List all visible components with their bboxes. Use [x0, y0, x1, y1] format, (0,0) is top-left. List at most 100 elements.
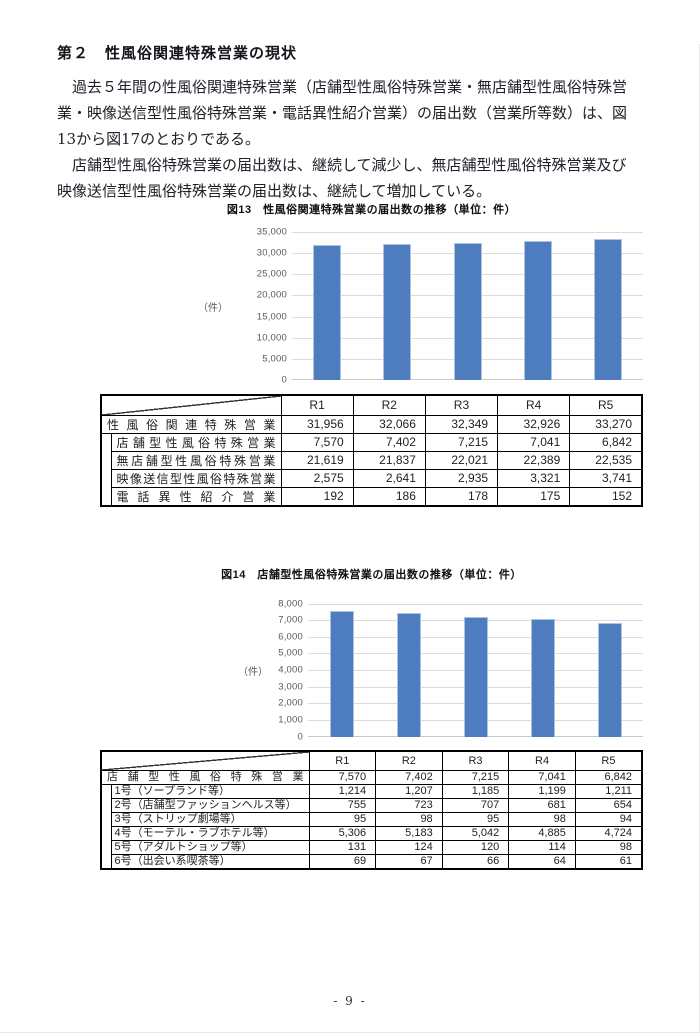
table-column-header: R4: [497, 394, 571, 416]
table-value-cell: 22,535: [569, 450, 643, 470]
label-char: 風: [189, 453, 202, 468]
table-row: 店舗型性風俗特殊営業 7,570 7,402 7,215 7,041 6,842: [100, 432, 643, 506]
body-paragraphs: 過去５年間の性風俗関連特殊営業（店舗型性風俗特殊営業・無店舗型性風俗特殊営業・映…: [57, 74, 643, 204]
justified-label: 店舗型性風俗特殊営業: [115, 434, 278, 450]
y-axis-tick-label: 0: [281, 374, 287, 386]
label-char: 営: [247, 435, 260, 450]
justified-label: 映像送信型性風俗特殊営業: [115, 470, 278, 486]
table-value-cell: 7,570: [280, 432, 354, 452]
table-value-cell: 22,021: [424, 450, 499, 470]
table-row-label: 5号（アダルトショップ等）: [110, 840, 310, 855]
table-value-cell: 67: [375, 854, 443, 870]
label-char: 舗: [127, 771, 139, 784]
y-axis-tick-label: 35,000: [256, 226, 287, 238]
table-column-header: R3: [441, 750, 510, 771]
table-value-cell: 707: [441, 798, 510, 813]
table-row-label: 4号（モーテル・ラブホテル等）: [110, 826, 310, 841]
label-char: 舗: [145, 453, 158, 468]
label-char: 型: [169, 471, 182, 486]
body-line: 過去５年間の性風俗関連特殊営業（店舗型性風俗特殊営業・無店舗型性風俗特殊営: [72, 78, 628, 96]
body-line: 店舗型性風俗特殊営業の届出数は、継続して減少し、無店舗型性風俗特殊営業及び: [72, 156, 627, 174]
bar: [597, 622, 622, 737]
table-row-label: 6号（出会い系喫茶等）: [110, 854, 310, 870]
table-row-label: 店舗型性風俗特殊営業: [110, 432, 282, 452]
table-value-cell: 31,956: [280, 414, 354, 434]
bar-series: [308, 604, 643, 737]
table-row-label: 店舗型性風俗特殊営業: [100, 770, 310, 785]
table-value-cell: 1,211: [574, 784, 643, 799]
table-value-cell: 7,215: [424, 432, 499, 452]
table-value-cell: 1,214: [308, 784, 377, 799]
y-axis-tick-label: 7,000: [278, 614, 303, 626]
table-row: 6号（出会い系喫茶等） 69 67 66 64 61: [101, 854, 643, 870]
label-char: 業: [263, 453, 276, 468]
y-axis-tick-label: 1,000: [278, 714, 303, 726]
bar-slot: [362, 232, 432, 380]
table-value-cell: 124: [375, 840, 443, 855]
table-header-row: R1 R2 R3 R4 R5: [100, 750, 643, 771]
table-column-header: R4: [508, 750, 576, 771]
y-axis-tick-label: 4,000: [278, 664, 303, 676]
label-char: 業: [263, 435, 276, 450]
table-value-cell: 7,041: [497, 432, 571, 452]
justified-label: 無店舗型性風俗特殊営業: [115, 452, 278, 468]
table-value-cell: 95: [308, 812, 377, 827]
label-char: 営: [243, 417, 256, 432]
figure-13-title: 図13 性風俗関連特殊営業の届出数の推移（単位：件）: [226, 204, 517, 216]
label-char: 店: [116, 435, 129, 450]
label-char: 風: [126, 417, 139, 432]
label-char: 特: [223, 471, 236, 486]
table-column-header: R2: [375, 750, 443, 771]
bar: [593, 239, 622, 380]
label-char: 業: [263, 417, 276, 432]
table-value-cell: 94: [574, 812, 643, 827]
table-value-cell: 64: [508, 854, 576, 870]
bar: [523, 240, 552, 380]
y-axis: 0 5,000 10,000 15,000 20,000 25,000 30,000 35,0…: [240, 227, 292, 386]
table-value-cell: 6,842: [569, 432, 643, 452]
table-value-cell: 6,842: [574, 770, 643, 785]
table-row-label: 性風俗関連特殊営業: [100, 414, 282, 434]
table-value-cell: 5,183: [375, 826, 443, 841]
table-value-cell: 5,306: [308, 826, 377, 841]
label-char: 性: [165, 435, 178, 450]
bar-slot: [576, 604, 643, 737]
label-char: 風: [181, 435, 194, 450]
figure-14: 図14 店舗型性風俗特殊営業の届出数の推移（単位：件） （件） 0 1,000 2,0…: [0, 569, 700, 870]
table-row-label: 映像送信型性風俗特殊営業: [110, 468, 282, 488]
label-char: 風: [189, 771, 201, 784]
y-axis-tick-label: 20,000: [256, 289, 287, 301]
label-char: 型: [160, 453, 173, 468]
bar: [453, 243, 482, 380]
table-row-label: 電話異性紹介営業: [110, 486, 282, 506]
justified-label: 店舗型性風俗特殊営業: [105, 771, 306, 784]
table-value-cell: 175: [497, 486, 571, 506]
y-axis-tick-label: 5,000: [262, 353, 287, 365]
table-value-cell: 32,926: [497, 414, 571, 434]
label-char: 性: [183, 471, 196, 486]
table-value-cell: 681: [508, 798, 576, 813]
table-value-cell: 95: [441, 812, 510, 827]
table-value-cell: 98: [508, 812, 576, 827]
table-value-cell: 1,207: [375, 784, 443, 799]
table-value-cell: 178: [424, 486, 499, 506]
label-char: 俗: [146, 417, 159, 432]
table-row: 2号（店舗型ファッションヘルス等） 755 723 707 681 654: [101, 798, 643, 813]
table-header-row: R1 R2 R3 R4 R5: [100, 394, 643, 416]
indent-spacer-cell: [100, 784, 112, 870]
figure-13-table: R1 R2 R3 R4 R5 性風俗関連特殊営業 31,956 32,066 32,349 32,…: [100, 394, 643, 507]
label-char: 信: [156, 471, 169, 486]
table-body: 性風俗関連特殊営業 31,956 32,066 32,349 32,926 33,270 店…: [100, 414, 643, 506]
table-row: 4号（モーテル・ラブホテル等） 5,306 5,183 5,042 4,885 4,724: [101, 826, 643, 841]
label-char: 連: [185, 417, 198, 432]
label-char: 殊: [230, 435, 243, 450]
bar-slot: [573, 232, 643, 380]
table-column-header: R3: [424, 394, 499, 416]
table-value-cell: 32,349: [424, 414, 499, 434]
justified-label: 性風俗関連特殊営業: [105, 416, 278, 432]
table-row-label: 2号（店舗型ファッションヘルス等）: [110, 798, 310, 813]
table-value-cell: 21,837: [352, 450, 426, 470]
label-char: 無: [116, 453, 129, 468]
body-line: 業・映像送信型性風俗特殊営業・電話異性紹介営業）の届出数（営業所等数）は、図: [57, 104, 628, 122]
label-char: 像: [129, 471, 142, 486]
